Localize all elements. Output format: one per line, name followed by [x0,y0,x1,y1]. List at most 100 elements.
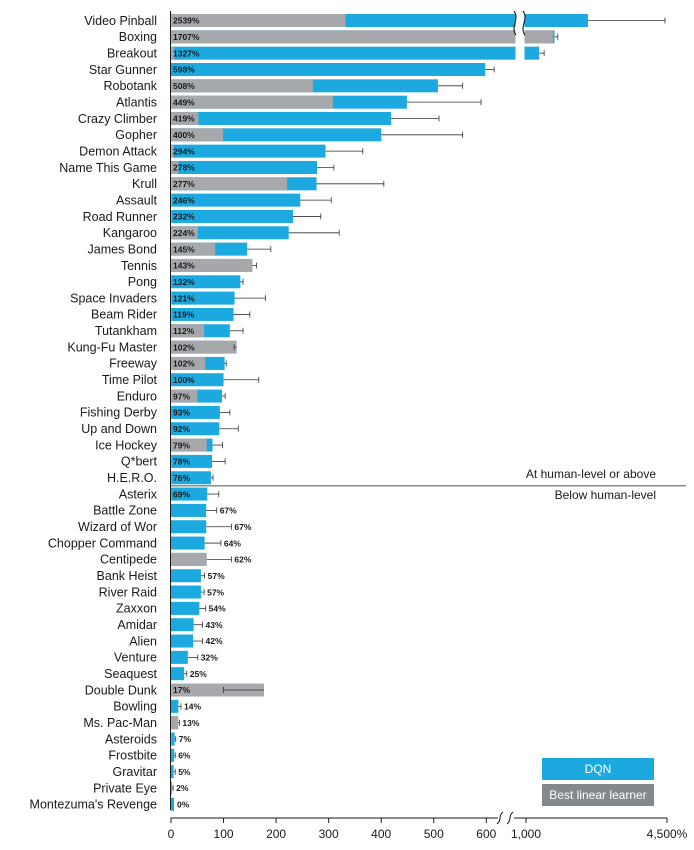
y-tick-assault: Assault [116,193,158,207]
bar-dqn-gravitar [171,765,174,779]
value-label-time-pilot: 100% [173,375,195,385]
value-label-atlantis: 449% [173,97,195,107]
bar-dqn-h-e-r-o [171,471,211,485]
bar-dqn-time-pilot [171,373,224,387]
bar-dqn-amidar [171,618,194,632]
bar-dqn-kangaroo [171,226,289,240]
y-tick-h-e-r-o: H.E.R.O. [107,471,157,485]
x-tick-label: 0 [168,827,175,841]
x-tick-label: 1,000 [511,827,541,841]
bar-dqn-assault [171,193,301,207]
y-tick-pong: Pong [128,275,157,289]
bar-dqn-bowling [171,699,179,713]
y-tick-bank-heist: Bank Heist [97,569,158,583]
y-tick-montezuma-s-revenge: Montezuma's Revenge [30,798,158,812]
bar-linear-pong [171,275,172,289]
y-tick-beam-rider: Beam Rider [91,308,157,322]
bar-dqn-river-raid [171,585,201,599]
bar-dqn-bank-heist [171,569,201,583]
value-label-kung-fu-master: 102% [173,342,195,352]
value-label-bowling: 14% [184,702,201,712]
value-label-venture: 32% [201,653,218,663]
y-tick-venture: Venture [114,651,157,665]
y-tick-video-pinball: Video Pinball [84,14,157,28]
value-label-assault: 246% [173,195,195,205]
value-label-battle-zone: 67% [220,506,237,516]
human-level-threshold: At human-level or above Below human-leve… [171,467,686,502]
y-tick-up-and-down: Up and Down [81,422,157,436]
bar-linear-enduro [171,389,198,403]
x-tick-label: 400 [371,827,391,841]
bar-linear-road-runner [171,209,172,223]
y-tick-name-this-game: Name This Game [59,161,157,175]
y-tick-gopher: Gopher [115,128,157,142]
bar-linear-assault [171,193,173,207]
value-label-asterix: 69% [173,489,190,499]
y-tick-tutankham: Tutankham [95,324,157,338]
x-tick-label: 200 [266,827,286,841]
value-label-centipede: 62% [234,555,251,565]
bar-dqn-asterix [171,487,208,501]
bar-dqn-battle-zone [171,503,207,517]
y-tick-battle-zone: Battle Zone [93,504,157,518]
bar-linear-double-dunk [171,683,265,697]
y-tick-alien: Alien [129,634,157,648]
value-label-up-and-down: 92% [173,424,190,434]
bar-dqn-up-and-down [171,422,220,436]
bar-dqn-demon-attack [171,144,326,158]
value-label-private-eye: 2% [176,783,189,793]
value-label-ms-pac-man: 13% [182,718,199,728]
y-tick-kangaroo: Kangaroo [103,226,157,240]
bar-linear-name-this-game [171,160,179,174]
value-label-krull: 277% [173,179,195,189]
threshold-label-below: Below human-level [555,488,656,502]
bar-linear-boxing [171,30,553,44]
value-label-boxing: 1707% [173,32,200,42]
bar-linear-beam-rider [171,307,172,321]
value-label-space-invaders: 121% [173,293,195,303]
y-tick-enduro: Enduro [117,389,157,403]
y-tick-robotank: Robotank [103,79,157,93]
bar-linear-q-bert [171,454,172,468]
bar-linear-james-bond [171,242,216,256]
bar-dqn-chopper-command [171,536,205,550]
value-label-enduro: 97% [173,391,190,401]
x-axis: 0 100 200 300 400 500 600 1,000 4,500% [168,10,688,841]
bar-dqn-asteroids [171,732,175,746]
value-label-beam-rider: 119% [173,310,195,320]
value-label-double-dunk: 17% [173,685,190,695]
y-tick-kung-fu-master: Kung-Fu Master [67,340,157,354]
bar-linear-asteroids [171,732,172,746]
value-label-road-runner: 232% [173,212,195,222]
bar-linear-h-e-r-o [171,471,172,485]
bar-dqn-montezuma-s-revenge [171,797,174,811]
value-label-amidar: 43% [206,620,223,630]
bar-dqn-star-gunner [171,62,486,76]
value-label-gopher: 400% [173,130,195,140]
bar-dqn-beam-rider [171,307,234,321]
y-tick-asteroids: Asteroids [105,732,157,746]
bar-dqn-wizard-of-wor [171,520,207,534]
y-tick-crazy-climber: Crazy Climber [78,112,157,126]
y-tick-tennis: Tennis [121,259,157,273]
y-tick-centipede: Centipede [100,553,157,567]
value-label-bank-heist: 57% [208,571,225,581]
y-tick-fishing-derby: Fishing Derby [80,406,158,420]
value-label-alien: 42% [206,636,223,646]
bar-dqn-fishing-derby [171,405,220,419]
value-label-crazy-climber: 419% [173,114,195,124]
value-label-name-this-game: 278% [173,163,195,173]
legend-swatch-dqn [542,758,654,780]
bars-layer [171,14,588,811]
x-tick-label: 100 [214,827,234,841]
bar-linear-atlantis [171,95,333,109]
y-tick-space-invaders: Space Invaders [70,291,157,305]
y-tick-q-bert: Q*bert [121,455,158,469]
y-tick-river-raid: River Raid [99,585,157,599]
bar-dqn-seaquest [171,667,185,681]
bar-dqn-q-bert [171,454,212,468]
bar-linear-kangaroo [171,226,198,240]
y-tick-time-pilot: Time Pilot [102,373,158,387]
bar-dqn-zaxxon [171,601,200,615]
